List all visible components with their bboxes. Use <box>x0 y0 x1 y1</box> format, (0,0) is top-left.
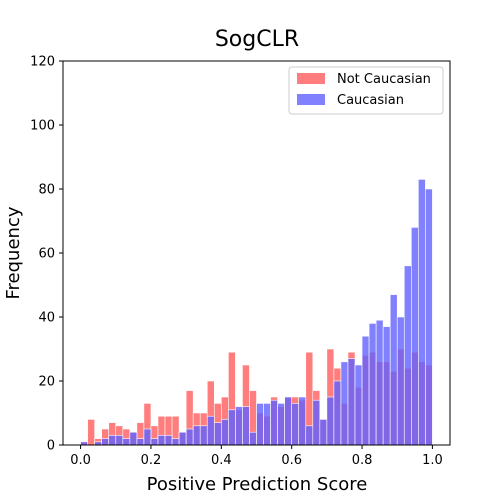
bar-1-11 <box>157 435 166 446</box>
x-tick-label: 1.0 <box>422 453 443 468</box>
y-tick-label: 120 <box>30 55 55 70</box>
bar-1-14 <box>178 431 187 446</box>
y-tick-label: 60 <box>38 247 55 262</box>
bar-1-40 <box>361 335 370 446</box>
bar-1-43 <box>382 326 391 446</box>
bar-1-13 <box>171 438 180 446</box>
y-tick-label: 0 <box>47 439 55 454</box>
bar-1-48 <box>418 179 426 446</box>
legend: Not Caucasian Caucasian <box>288 66 444 115</box>
bar-1-39 <box>354 364 363 446</box>
bar-1-32 <box>305 425 314 446</box>
bar-1-16 <box>192 425 201 446</box>
bar-1-21 <box>228 409 236 446</box>
bar-1-35 <box>326 396 335 446</box>
bar-1-42 <box>375 319 384 446</box>
bar-1-22 <box>235 406 243 446</box>
bar-1-46 <box>403 265 412 446</box>
bar-1-44 <box>389 294 398 446</box>
bar-1-20 <box>221 419 229 446</box>
x-axis: 0.0 0.2 0.4 0.6 0.8 1.0 <box>70 445 443 468</box>
bar-1-7 <box>129 431 138 446</box>
bar-1-3 <box>101 438 110 446</box>
legend-box <box>288 66 444 115</box>
bar-1-38 <box>347 358 356 446</box>
legend-label-1: Caucasian <box>337 93 404 108</box>
bar-1-41 <box>368 323 377 446</box>
bar-1-37 <box>340 361 349 446</box>
y-tick-label: 20 <box>38 375 55 390</box>
plot-area <box>62 60 451 446</box>
bar-1-27 <box>270 399 278 446</box>
bar-1-8 <box>136 438 145 446</box>
bar-1-12 <box>164 435 173 446</box>
y-tick-label: 100 <box>30 119 55 134</box>
x-tick-label: 0.2 <box>141 453 162 468</box>
bar-1-10 <box>150 438 159 446</box>
legend-label-0: Not Caucasian <box>337 72 431 87</box>
bar-1-9 <box>143 428 152 446</box>
bar-1-5 <box>115 435 124 446</box>
chart-title: SogCLR <box>215 27 299 52</box>
x-tick-label: 0.8 <box>352 453 373 468</box>
y-axis: 0 20 40 60 80 100 120 <box>30 55 63 454</box>
bar-0-1 <box>87 419 95 446</box>
bar-1-49 <box>425 188 433 446</box>
bar-1-17 <box>199 425 208 446</box>
y-tick-label: 40 <box>38 311 55 326</box>
bar-1-28 <box>277 403 285 446</box>
bar-1-36 <box>333 380 342 446</box>
bar-1-47 <box>410 227 419 446</box>
x-tick-label: 0.0 <box>70 453 91 468</box>
bar-1-23 <box>242 406 250 446</box>
y-axis-label: Frequency <box>3 206 24 299</box>
x-axis-label: Positive Prediction Score <box>147 474 368 495</box>
bar-1-19 <box>213 422 222 446</box>
bar-1-15 <box>185 428 194 446</box>
x-tick-label: 0.4 <box>211 453 232 468</box>
bar-1-18 <box>206 415 215 446</box>
legend-swatch-0 <box>297 73 325 84</box>
bar-1-34 <box>319 419 328 446</box>
bar-1-4 <box>108 435 117 446</box>
bar-1-24 <box>249 431 257 446</box>
bar-1-45 <box>396 316 405 446</box>
bar-1-33 <box>312 399 321 446</box>
legend-swatch-1 <box>297 94 325 105</box>
bar-1-6 <box>122 438 131 446</box>
bar-1-30 <box>291 403 300 446</box>
bar-1-26 <box>263 403 271 446</box>
series-1 <box>80 179 433 446</box>
x-tick-label: 0.6 <box>281 453 302 468</box>
bar-1-31 <box>298 396 307 446</box>
y-tick-label: 80 <box>38 183 55 198</box>
bar-1-29 <box>284 396 292 446</box>
bar-1-25 <box>256 403 264 446</box>
